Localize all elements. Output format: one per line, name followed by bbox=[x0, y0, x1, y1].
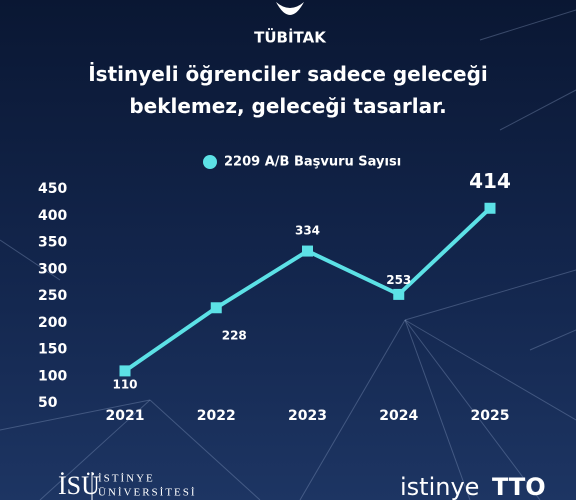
y-tick-label: 450 bbox=[38, 181, 67, 197]
legend-label: 2209 A/B Başvuru Sayısı bbox=[224, 155, 401, 170]
data-point bbox=[484, 202, 496, 214]
chart-title: İstinyeli öğrenciler sadece geleceği bek… bbox=[88, 62, 488, 118]
legend-marker bbox=[203, 155, 217, 169]
y-tick-label: 100 bbox=[38, 368, 67, 384]
y-tick-label: 350 bbox=[38, 235, 67, 251]
data-label: 334 bbox=[295, 224, 320, 238]
x-tick-label: 2022 bbox=[197, 408, 236, 424]
tto-prefix: istinye bbox=[400, 473, 479, 500]
x-tick-label: 2021 bbox=[106, 408, 145, 424]
data-point bbox=[119, 365, 131, 377]
background-network bbox=[0, 9, 576, 500]
data-label: 253 bbox=[386, 273, 411, 287]
data-point bbox=[393, 288, 405, 300]
y-tick-label: 400 bbox=[38, 208, 67, 224]
y-tick-label: 250 bbox=[38, 288, 67, 304]
data-label: 228 bbox=[222, 328, 247, 342]
university-line: İSTİNYE bbox=[98, 473, 155, 485]
x-tick-label: 2025 bbox=[471, 408, 510, 424]
logo-text: TÜBİTAK bbox=[254, 28, 327, 47]
y-tick-label: 200 bbox=[38, 315, 67, 331]
y-tick-label: 50 bbox=[38, 395, 58, 411]
y-tick-label: 150 bbox=[38, 342, 67, 358]
x-tick-label: 2023 bbox=[288, 408, 327, 424]
y-tick-label: 300 bbox=[38, 261, 67, 277]
logo-mark bbox=[276, 2, 304, 15]
data-point bbox=[210, 302, 222, 314]
data-label: 414 bbox=[469, 169, 511, 193]
isu-logo: İSÜ bbox=[58, 471, 100, 500]
data-label: 110 bbox=[112, 377, 137, 391]
data-point bbox=[302, 245, 313, 257]
tto-suffix: TTO bbox=[492, 473, 546, 500]
x-tick-label: 2024 bbox=[379, 408, 418, 424]
university-line: ÜNİVERSİTESİ bbox=[98, 487, 197, 499]
